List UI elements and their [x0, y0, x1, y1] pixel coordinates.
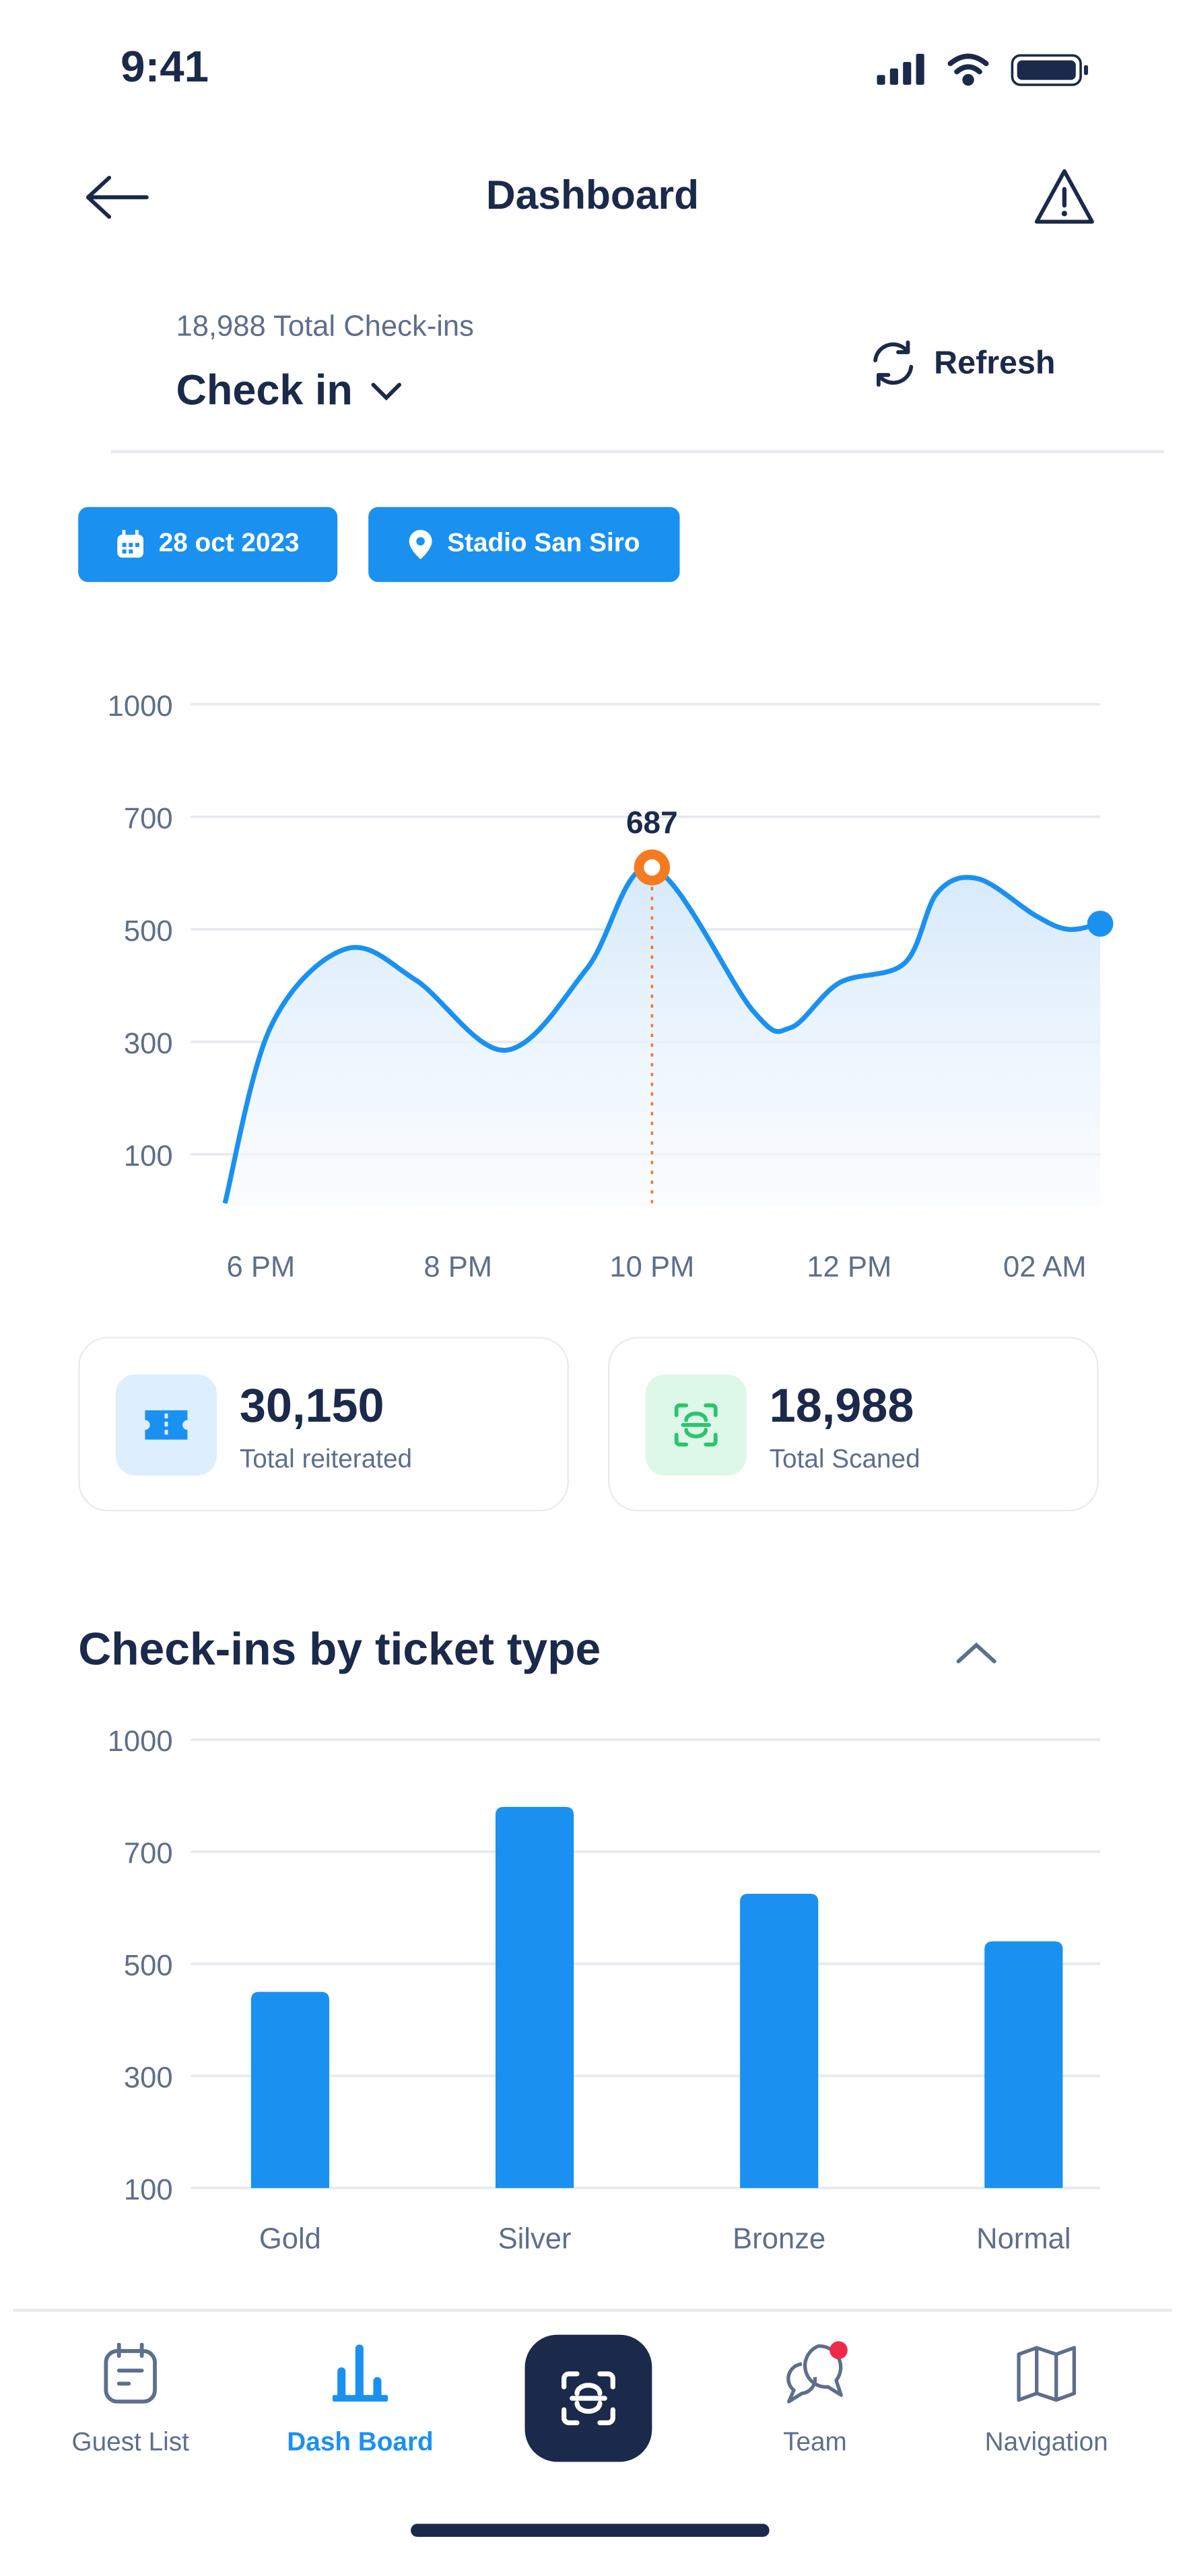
series-line [222, 864, 1101, 1204]
divider [110, 450, 1164, 453]
ticket-icon [115, 1374, 217, 1476]
wifi-icon [947, 53, 989, 86]
refresh-label: Refresh [934, 345, 1056, 381]
y-tick-label: 300 [124, 1028, 173, 1060]
refresh-button[interactable]: Refresh [869, 339, 1055, 389]
x-tick-label: 6 PM [227, 1251, 296, 1284]
nav-dash-board[interactable]: Dash Board [263, 2341, 459, 2458]
nav-team[interactable]: Team [717, 2341, 913, 2458]
y-tick-label: 1000 [108, 690, 173, 723]
bar-chart-icon [332, 2344, 388, 2402]
clipboard-icon [104, 2342, 157, 2404]
x-category-label: Silver [498, 2222, 572, 2255]
venue-filter-chip[interactable]: Stadio San Siro [368, 506, 680, 583]
status-time: 9:41 [121, 42, 209, 92]
stat-label: Total reiterated [239, 1446, 413, 1474]
nav-label: Navigation [984, 2429, 1108, 2457]
venue-filter-label: Stadio San Siro [447, 529, 640, 558]
battery-icon [1011, 54, 1088, 86]
scan-icon [562, 2371, 615, 2426]
scan-icon [645, 1374, 747, 1476]
bar-normal [984, 1941, 1063, 2188]
checkin-selector-label: Check in [176, 365, 353, 414]
x-category-label: Gold [259, 2222, 321, 2255]
chevron-down-icon [372, 382, 402, 400]
bar-gold [250, 1991, 330, 2188]
total-checkins: 18,988 Total Check-ins [176, 309, 474, 343]
y-tick-label: 700 [124, 1837, 173, 1870]
home-indicator[interactable] [411, 2523, 770, 2537]
nav-label: Dash Board [287, 2429, 434, 2457]
stat-value: 30,150 [239, 1381, 384, 1433]
checkins-line-chart: 1000 700 500 300 100 6 PM 8 PM 10 PM 12 PM 02 AM 6… [108, 690, 1114, 1284]
x-tick-label: 10 PM [609, 1251, 694, 1284]
stat-card-scanned: 18,988 Total Scaned [607, 1337, 1099, 1512]
highlight-value-label: 687 [626, 805, 678, 840]
date-filter-label: 28 oct 2023 [158, 529, 300, 558]
stat-card-reiterated: 30,150 Total reiterated [78, 1337, 569, 1512]
status-icons [877, 53, 1088, 86]
y-tick-label: 100 [124, 2174, 173, 2206]
nav-label: Team [783, 2429, 847, 2457]
nav-label: Guest List [71, 2429, 189, 2457]
signal-icon [877, 53, 924, 85]
x-tick-label: 02 AM [1003, 1251, 1087, 1284]
area-fill [225, 867, 1101, 1207]
location-pin-icon [409, 529, 433, 560]
warning-triangle-icon[interactable] [1031, 166, 1097, 228]
bar-bronze [740, 1893, 819, 2188]
x-category-label: Bronze [733, 2222, 825, 2255]
bottom-nav-divider [13, 2308, 1172, 2311]
end-point-marker [1087, 911, 1114, 937]
x-tick-label: 8 PM [424, 1251, 492, 1284]
ticket-type-bar-chart: 1000 700 500 300 100 Gold Silver Bronze Normal [108, 1725, 1101, 2255]
y-tick-label: 1000 [108, 1725, 173, 1758]
bar-silver [495, 1806, 574, 2188]
nav-navigation[interactable]: Navigation [949, 2341, 1145, 2458]
nav-guest-list[interactable]: Guest List [32, 2341, 228, 2458]
arrow-left-icon[interactable] [85, 173, 150, 222]
stat-label: Total Scaned [769, 1446, 920, 1474]
y-tick-label: 500 [124, 1950, 173, 1982]
page-title: Dashboard [485, 172, 700, 219]
highlight-point-marker [634, 849, 670, 886]
y-tick-label: 100 [124, 1140, 173, 1173]
checkin-selector[interactable]: Check in [176, 365, 405, 416]
date-filter-chip[interactable]: 28 oct 2023 [78, 506, 338, 583]
x-tick-label: 12 PM [807, 1251, 891, 1284]
notification-badge [830, 2341, 848, 2360]
scan-button[interactable] [524, 2334, 652, 2462]
y-tick-label: 700 [124, 803, 173, 835]
section-title: Check-ins by ticket type [78, 1624, 601, 1675]
y-tick-label: 500 [124, 915, 173, 948]
calendar-icon [118, 529, 144, 558]
y-tick-label: 300 [124, 2061, 173, 2094]
map-icon [1017, 2346, 1077, 2402]
refresh-icon [873, 340, 914, 387]
chevron-up-icon[interactable] [955, 1640, 998, 1666]
stat-value: 18,988 [769, 1381, 914, 1433]
x-category-label: Normal [976, 2222, 1071, 2255]
